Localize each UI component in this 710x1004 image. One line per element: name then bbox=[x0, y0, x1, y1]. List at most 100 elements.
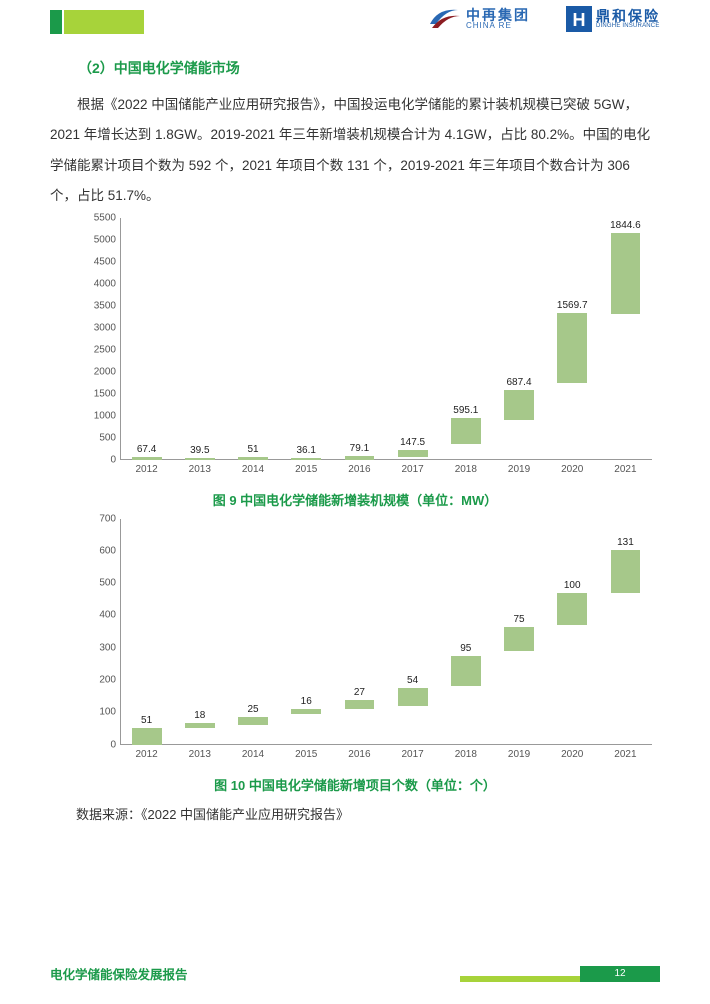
chart-2-plot: 5118251627549575100131 bbox=[120, 519, 652, 745]
bar-value-label: 16 bbox=[301, 696, 312, 707]
footer-accent-bar bbox=[460, 976, 580, 982]
chart-2-bars: 5118251627549575100131 bbox=[120, 519, 652, 745]
bar bbox=[398, 688, 428, 705]
y-tick-label: 5500 bbox=[84, 212, 116, 223]
x-tick-label: 2016 bbox=[333, 460, 386, 482]
x-tick-label: 2012 bbox=[120, 745, 173, 767]
bar bbox=[451, 656, 481, 687]
bar-value-label: 100 bbox=[564, 580, 581, 591]
page-header: 中再集团 CHINA RE H 鼎和保险 DINGHE INSURANCE bbox=[0, 0, 710, 40]
bar bbox=[398, 450, 428, 456]
x-tick-label: 2019 bbox=[492, 745, 545, 767]
bar-slot: 1569.7 bbox=[546, 218, 599, 460]
y-tick-label: 1500 bbox=[84, 388, 116, 399]
x-tick-label: 2017 bbox=[386, 460, 439, 482]
page-footer: 电化学储能保险发展报告 12 bbox=[0, 964, 710, 984]
x-tick-label: 2017 bbox=[386, 745, 439, 767]
y-tick-label: 500 bbox=[84, 432, 116, 443]
x-tick-label: 2014 bbox=[226, 745, 279, 767]
x-tick-label: 2015 bbox=[280, 460, 333, 482]
chart-1-bars: 67.4 39.5 51 36.1 79.1 147.5 595.1 687.4 1569.71… bbox=[120, 218, 652, 460]
bar bbox=[557, 313, 587, 382]
brand-b-en: DINGHE INSURANCE bbox=[596, 23, 660, 29]
y-tick-label: 500 bbox=[84, 578, 116, 589]
chart-1-x-labels: 2012201320142015201620172018201920202021 bbox=[120, 460, 652, 482]
bar-value-label: 79.1 bbox=[350, 443, 369, 454]
brand-a-cn: 中再集团 bbox=[466, 8, 530, 22]
x-tick-label: 2021 bbox=[599, 745, 652, 767]
bar-slot: 131 bbox=[599, 519, 652, 745]
bar-slot: 1844.6 bbox=[599, 218, 652, 460]
bar-value-label: 75 bbox=[513, 614, 524, 625]
x-tick-label: 2020 bbox=[546, 745, 599, 767]
bar-slot: 100 bbox=[546, 519, 599, 745]
bar bbox=[132, 728, 162, 744]
chart-1: 0500100015002000250030003500400045005000… bbox=[88, 218, 652, 482]
x-tick-label: 2012 bbox=[120, 460, 173, 482]
bar-slot: 39.5 bbox=[173, 218, 226, 460]
x-tick-label: 2013 bbox=[173, 745, 226, 767]
bar bbox=[504, 627, 534, 651]
chart-2-caption: 图 10 中国电化学储能新增项目个数（单位：个） bbox=[50, 775, 660, 794]
dinghe-logo-icon: H bbox=[566, 6, 592, 32]
bar bbox=[238, 717, 268, 725]
brand-dinghe: H 鼎和保险 DINGHE INSURANCE bbox=[566, 6, 660, 32]
y-tick-label: 4500 bbox=[84, 256, 116, 267]
bar bbox=[504, 390, 534, 420]
brand-b-cn: 鼎和保险 bbox=[596, 9, 660, 23]
bar-slot: 595.1 bbox=[439, 218, 492, 460]
bar-value-label: 131 bbox=[617, 537, 634, 548]
bar-value-label: 67.4 bbox=[137, 444, 156, 455]
x-tick-label: 2013 bbox=[173, 460, 226, 482]
chart-1-caption: 图 9 中国电化学储能新增装机规模（单位：MW） bbox=[50, 490, 660, 509]
bar-value-label: 147.5 bbox=[400, 437, 425, 448]
bar-value-label: 687.4 bbox=[507, 377, 532, 388]
page-content: （2）中国电化学储能市场 根据《2022 中国储能产业应用研究报告》，中国投运电… bbox=[0, 54, 710, 823]
bar-slot: 687.4 bbox=[492, 218, 545, 460]
x-tick-label: 2018 bbox=[439, 745, 492, 767]
data-source: 数据来源：《2022 中国储能产业应用研究报告》 bbox=[50, 804, 660, 823]
bar-slot: 75 bbox=[492, 519, 545, 745]
bar-slot: 36.1 bbox=[280, 218, 333, 460]
section-title: （2）中国电化学储能市场 bbox=[78, 58, 660, 78]
accent-bar-secondary bbox=[64, 10, 144, 34]
bar-value-label: 25 bbox=[247, 704, 258, 715]
bar-value-label: 95 bbox=[460, 643, 471, 654]
x-tick-label: 2020 bbox=[546, 460, 599, 482]
chart-1-container: 0500100015002000250030003500400045005000… bbox=[50, 218, 660, 509]
page-number: 12 bbox=[580, 966, 660, 982]
y-tick-label: 1000 bbox=[84, 410, 116, 421]
x-tick-label: 2014 bbox=[226, 460, 279, 482]
x-tick-label: 2018 bbox=[439, 460, 492, 482]
bar-value-label: 27 bbox=[354, 687, 365, 698]
x-tick-label: 2019 bbox=[492, 460, 545, 482]
bar-slot: 79.1 bbox=[333, 218, 386, 460]
bar-slot: 95 bbox=[439, 519, 492, 745]
bar bbox=[611, 550, 641, 592]
y-tick-label: 200 bbox=[84, 674, 116, 685]
bar-value-label: 51 bbox=[141, 715, 152, 726]
bar-slot: 27 bbox=[333, 519, 386, 745]
bar-value-label: 51 bbox=[247, 444, 258, 455]
bar-value-label: 18 bbox=[194, 710, 205, 721]
bar-value-label: 36.1 bbox=[296, 445, 315, 456]
bar-value-label: 595.1 bbox=[453, 405, 478, 416]
bar bbox=[345, 700, 375, 709]
bar-value-label: 39.5 bbox=[190, 445, 209, 456]
y-tick-label: 600 bbox=[84, 545, 116, 556]
y-tick-label: 2500 bbox=[84, 344, 116, 355]
y-tick-label: 0 bbox=[84, 739, 116, 750]
y-tick-label: 3000 bbox=[84, 322, 116, 333]
footer-title: 电化学储能保险发展报告 bbox=[50, 964, 188, 983]
y-tick-label: 400 bbox=[84, 610, 116, 621]
y-tick-label: 5000 bbox=[84, 234, 116, 245]
bar-slot: 16 bbox=[280, 519, 333, 745]
y-tick-label: 700 bbox=[84, 513, 116, 524]
bar-slot: 147.5 bbox=[386, 218, 439, 460]
brand-china-re: 中再集团 CHINA RE bbox=[428, 6, 530, 32]
x-tick-label: 2015 bbox=[280, 745, 333, 767]
y-tick-label: 0 bbox=[84, 454, 116, 465]
bar-slot: 67.4 bbox=[120, 218, 173, 460]
y-tick-label: 100 bbox=[84, 707, 116, 718]
bar bbox=[611, 233, 641, 314]
